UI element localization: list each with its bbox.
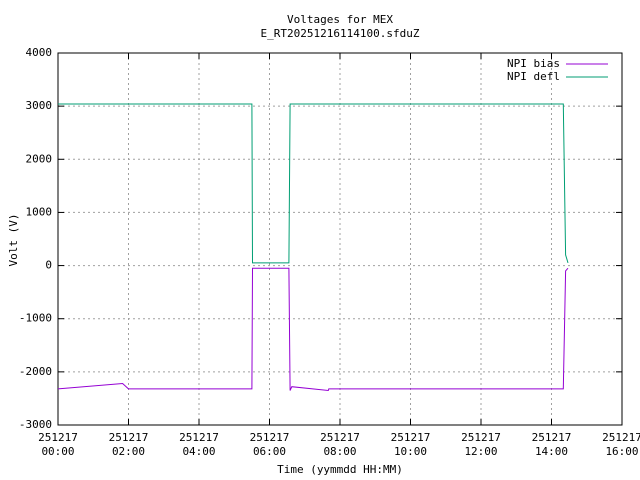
x-tick-label: 251217 [320, 431, 360, 444]
legend-label: NPI defl [507, 70, 560, 83]
y-axis-label: Volt (V) [7, 214, 20, 267]
y-tick-label: -3000 [19, 418, 52, 431]
x-tick-label: 251217 [461, 431, 501, 444]
x-tick-label: 04:00 [182, 445, 215, 458]
x-tick-label: 251217 [109, 431, 149, 444]
x-tick-label: 00:00 [41, 445, 74, 458]
x-tick-label: 251217 [38, 431, 78, 444]
chart-subtitle: E_RT20251216114100.sfduZ [261, 27, 420, 40]
y-tick-label: -1000 [19, 312, 52, 325]
y-tick-label: 1000 [26, 205, 53, 218]
x-axis-label: Time (yymmdd HH:MM) [277, 463, 403, 476]
y-tick-label: 2000 [26, 152, 53, 165]
y-tick-label: 0 [45, 259, 52, 272]
y-tick-label: 3000 [26, 99, 53, 112]
x-tick-label: 16:00 [605, 445, 638, 458]
y-tick-label: -2000 [19, 365, 52, 378]
x-tick-label: 251217 [250, 431, 290, 444]
plot-frame [57, 52, 623, 426]
series-line [58, 103, 569, 264]
chart-title: Voltages for MEX [287, 13, 393, 26]
x-tick-label: 251217 [532, 431, 572, 444]
x-tick-label: 251217 [602, 431, 640, 444]
x-tick-label: 251217 [391, 431, 431, 444]
y-tick-label: 4000 [26, 46, 53, 59]
x-tick-label: 02:00 [112, 445, 145, 458]
x-tick-label: 14:00 [535, 445, 568, 458]
x-tick-label: 251217 [179, 431, 219, 444]
x-tick-label: 08:00 [323, 445, 356, 458]
x-tick-label: 10:00 [394, 445, 427, 458]
x-tick-label: 06:00 [253, 445, 286, 458]
x-tick-label: 12:00 [464, 445, 497, 458]
legend-label: NPI bias [507, 57, 560, 70]
series-line [57, 267, 569, 392]
